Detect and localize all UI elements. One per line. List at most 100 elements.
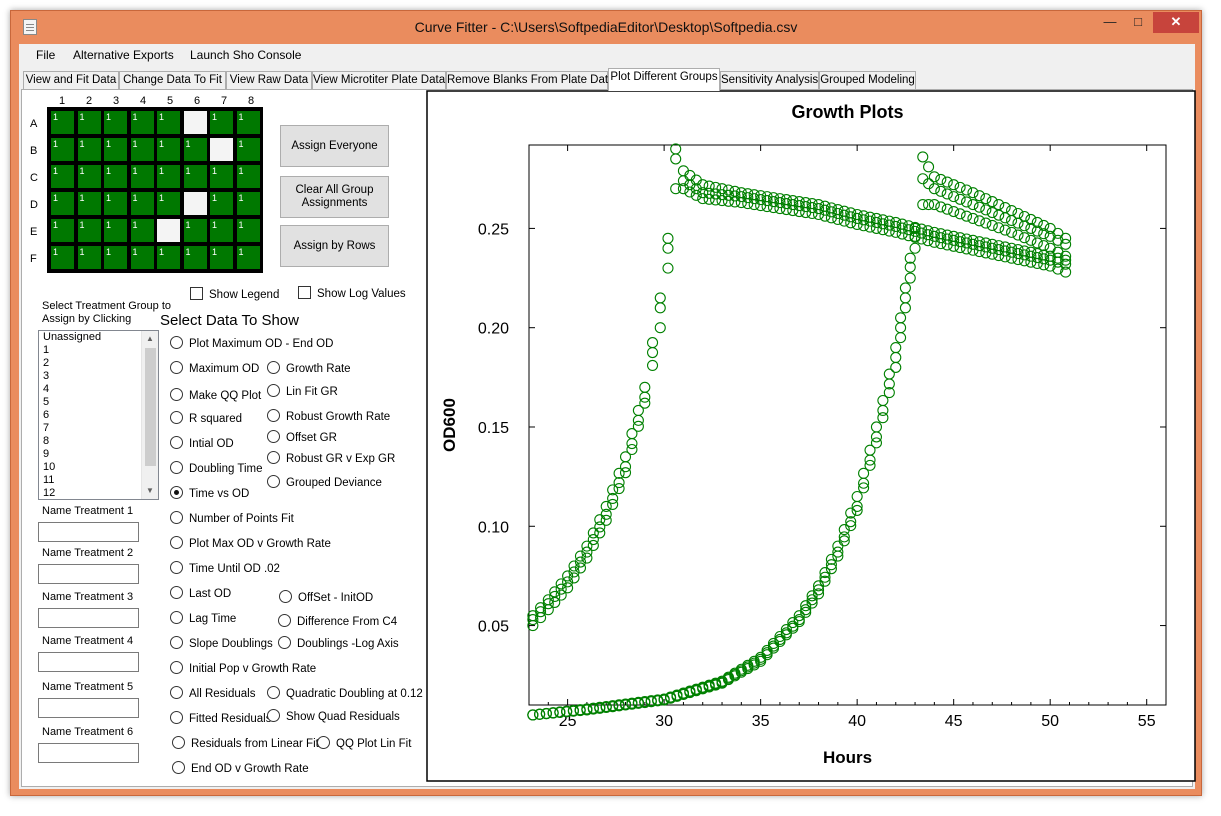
radio-option[interactable]: Lag Time — [170, 611, 236, 625]
radio-circle[interactable] — [278, 636, 291, 649]
maximize-button[interactable]: □ — [1134, 14, 1142, 29]
plate-well[interactable]: 1 — [130, 192, 154, 215]
treatment-name-input[interactable] — [38, 743, 139, 763]
plate-well[interactable] — [157, 219, 180, 242]
plate-well[interactable]: 1 — [183, 138, 207, 161]
group-list-item[interactable]: 9 — [43, 448, 50, 460]
plate-well[interactable]: 1 — [104, 111, 127, 134]
plate-well[interactable]: 1 — [51, 246, 74, 269]
tab-plot-different-groups[interactable]: Plot Different Groups — [608, 68, 720, 91]
radio-circle[interactable] — [170, 636, 183, 649]
radio-option[interactable]: Plot Max OD v Growth Rate — [170, 536, 331, 550]
plate-well[interactable]: 1 — [130, 138, 154, 161]
plate-well[interactable]: 1 — [157, 246, 180, 269]
plate-well[interactable]: 1 — [104, 246, 127, 269]
radio-option[interactable]: Doublings -Log Axis — [278, 636, 399, 650]
plate-well[interactable]: 1 — [77, 138, 101, 161]
radio-option[interactable]: Show Quad Residuals — [267, 709, 400, 723]
plate-well[interactable]: 1 — [183, 219, 207, 242]
plate-well[interactable]: 1 — [210, 192, 233, 215]
tab-sensitivity-analysis[interactable]: Sensitivity Analysis — [720, 71, 819, 90]
radio-option[interactable]: Number of Points Fit — [170, 511, 294, 525]
group-list-item[interactable]: 12 — [43, 487, 56, 499]
radio-option[interactable]: Quadratic Doubling at 0.12 — [267, 686, 423, 700]
radio-option[interactable]: Maximum OD — [170, 361, 259, 375]
plate-well[interactable]: 1 — [236, 192, 260, 215]
radio-circle[interactable] — [267, 709, 280, 722]
group-list-item[interactable]: 11 — [43, 474, 55, 486]
scroll-down-icon[interactable]: ▼ — [146, 486, 154, 495]
radio-option[interactable]: Offset GR — [267, 430, 337, 444]
radio-circle[interactable] — [170, 411, 183, 424]
group-list-item[interactable]: 8 — [43, 435, 50, 447]
plate-well[interactable]: 1 — [104, 192, 127, 215]
plate-well[interactable]: 1 — [104, 165, 127, 188]
plate-well[interactable]: 1 — [236, 111, 260, 134]
plate-well[interactable]: 1 — [236, 138, 260, 161]
radio-option[interactable]: R squared — [170, 411, 242, 425]
treatment-name-input[interactable] — [38, 652, 139, 672]
plate-well[interactable]: 1 — [210, 111, 233, 134]
assign-everyone-button[interactable]: Assign Everyone — [280, 125, 389, 167]
radio-circle[interactable] — [172, 736, 185, 749]
group-list-item[interactable]: 3 — [43, 370, 50, 382]
radio-circle[interactable] — [170, 336, 183, 349]
plate-well[interactable]: 1 — [77, 111, 101, 134]
radio-circle[interactable] — [267, 384, 280, 397]
radio-circle[interactable] — [170, 611, 183, 624]
radio-option[interactable]: Doubling Time — [170, 461, 263, 475]
radio-option[interactable]: Robust Growth Rate — [267, 409, 390, 423]
plate-well[interactable]: 1 — [236, 246, 260, 269]
plate-well[interactable]: 1 — [236, 165, 260, 188]
radio-circle[interactable] — [267, 409, 280, 422]
group-list-item[interactable]: 6 — [43, 409, 50, 421]
radio-option[interactable]: Grouped Deviance — [267, 475, 382, 489]
group-list-item[interactable]: 1 — [43, 344, 50, 356]
radio-option[interactable]: All Residuals — [170, 686, 255, 700]
plate-well[interactable]: 1 — [157, 138, 180, 161]
group-list-item[interactable]: 7 — [43, 422, 50, 434]
plate-well[interactable]: 1 — [51, 165, 74, 188]
clear-all-group-assignments-button[interactable]: Clear All Group Assignments — [280, 176, 389, 218]
plate-well[interactable]: 1 — [130, 246, 154, 269]
plate-well[interactable] — [210, 138, 233, 161]
plate-well[interactable]: 1 — [77, 246, 101, 269]
radio-circle[interactable] — [170, 561, 183, 574]
plate-well[interactable] — [183, 111, 207, 134]
plate-well[interactable]: 1 — [51, 219, 74, 242]
plate-well[interactable]: 1 — [157, 192, 180, 215]
radio-circle[interactable] — [170, 686, 183, 699]
plate-well[interactable]: 1 — [104, 219, 127, 242]
group-list-item[interactable]: 4 — [43, 383, 50, 395]
radio-circle[interactable] — [267, 475, 280, 488]
radio-option[interactable]: Make QQ Plot — [170, 388, 261, 402]
treatment-name-input[interactable] — [38, 608, 139, 628]
checkbox-box[interactable] — [190, 287, 203, 300]
group-list-item[interactable]: 2 — [43, 357, 50, 369]
radio-circle[interactable] — [170, 486, 183, 499]
radio-option[interactable]: Difference From C4 — [278, 614, 397, 628]
menu-file[interactable]: File — [36, 48, 56, 62]
menu-launch-sho-console[interactable]: Launch Sho Console — [190, 48, 302, 62]
radio-option[interactable]: QQ Plot Lin Fit — [317, 736, 411, 750]
tab-view-and-fit-data[interactable]: View and Fit Data — [23, 71, 119, 90]
show-legend-checkbox[interactable]: Show Legend — [190, 287, 279, 301]
radio-circle[interactable] — [170, 361, 183, 374]
group-list-item[interactable]: 5 — [43, 396, 50, 408]
radio-circle[interactable] — [170, 711, 183, 724]
checkbox-box[interactable] — [298, 286, 311, 299]
show-log-values-checkbox[interactable]: Show Log Values — [298, 286, 406, 300]
scroll-thumb[interactable] — [145, 348, 156, 466]
plate-well[interactable]: 1 — [51, 192, 74, 215]
plate-well[interactable]: 1 — [130, 165, 154, 188]
assign-by-rows-button[interactable]: Assign by Rows — [280, 225, 389, 267]
radio-option[interactable]: Initial Pop v Growth Rate — [170, 661, 316, 675]
radio-option[interactable]: Time Until OD .02 — [170, 561, 280, 575]
radio-option[interactable]: Slope Doublings — [170, 636, 273, 650]
group-list-item[interactable]: 10 — [43, 461, 56, 473]
radio-option[interactable]: Lin Fit GR — [267, 384, 338, 398]
radio-option[interactable]: Intial OD — [170, 436, 234, 450]
close-button[interactable]: ✕ — [1153, 12, 1199, 33]
plate-well[interactable]: 1 — [51, 138, 74, 161]
radio-circle[interactable] — [267, 686, 280, 699]
